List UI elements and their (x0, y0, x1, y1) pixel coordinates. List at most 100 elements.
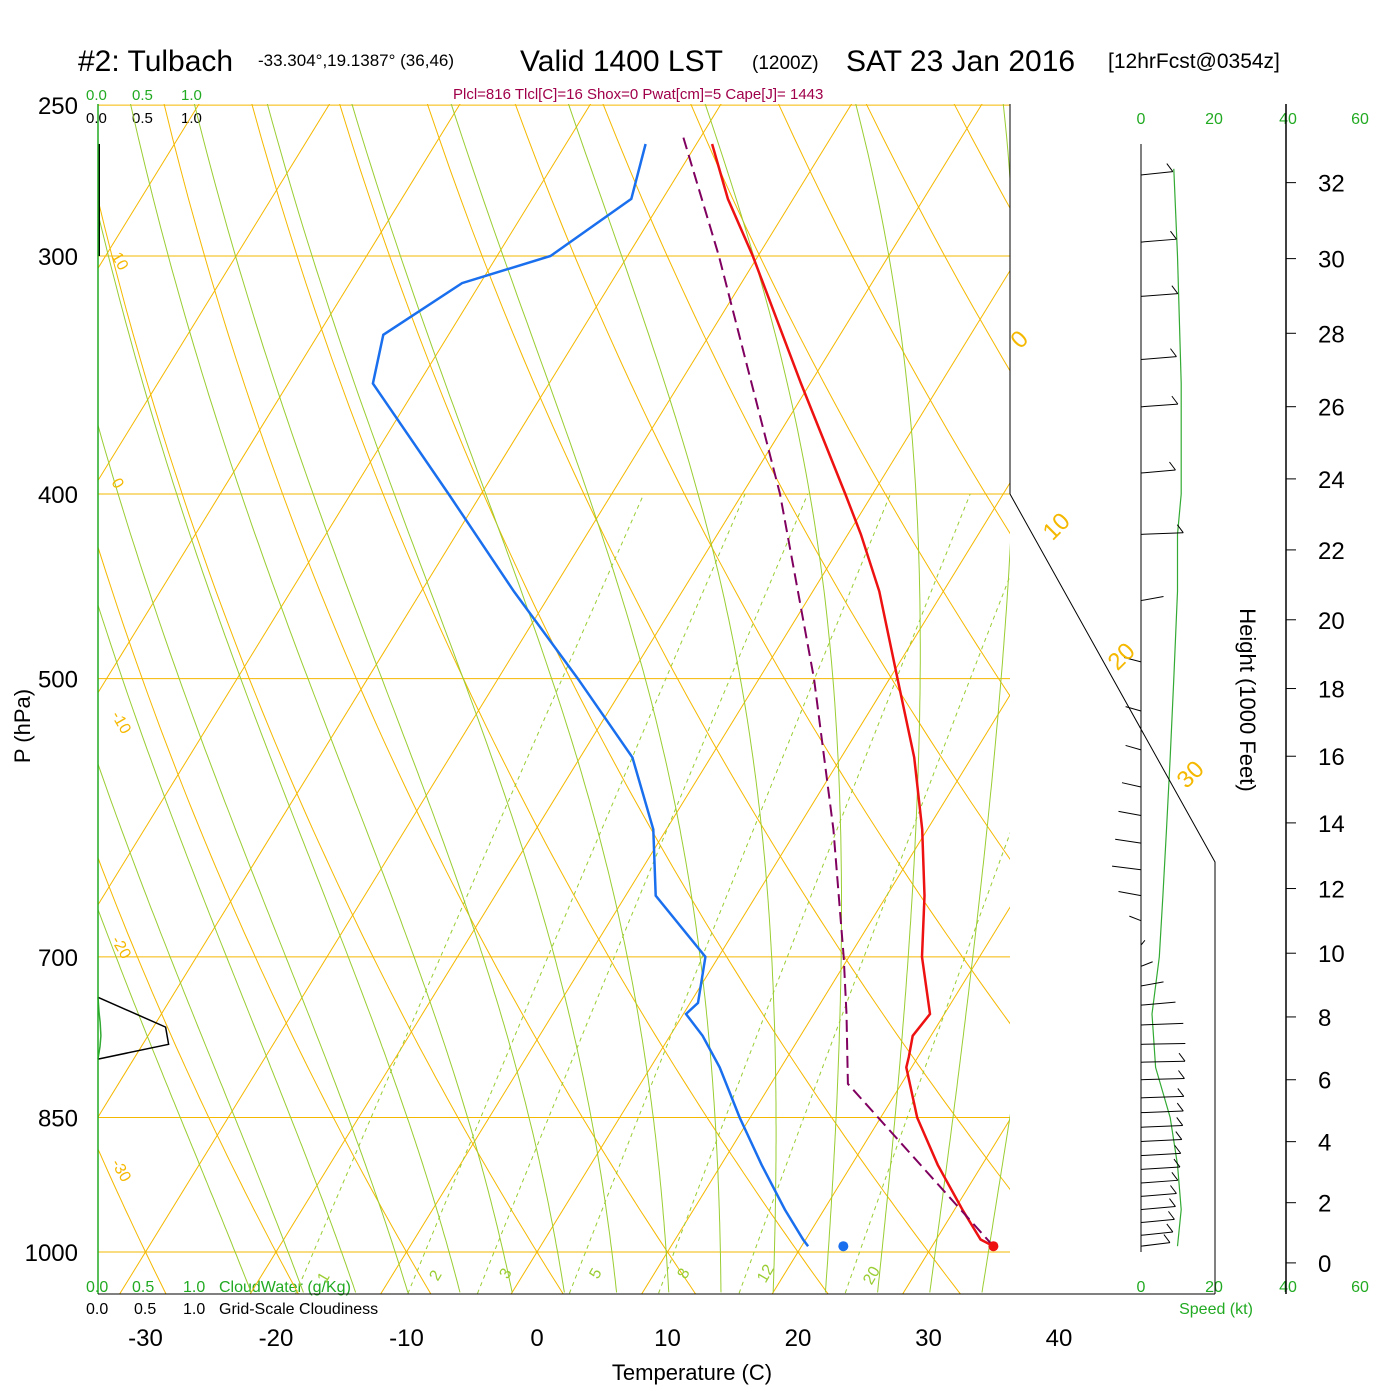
dry-adiabat (98, 856, 299, 1294)
wind-barb-shaft (1124, 657, 1142, 663)
isotherm (510, 481, 1010, 1294)
wind-barb (1140, 1088, 1185, 1099)
skew-boundary (1009, 493, 1216, 1294)
speed-scale-top-0: 0 (1137, 111, 1146, 128)
wind-barb-shaft (1140, 356, 1177, 361)
wind-barb-flag (1177, 1088, 1185, 1097)
height-tick-label: 2 (1318, 1191, 1331, 1218)
y-axis-title: P (hPa) (10, 689, 35, 763)
dry-adiabat (163, 104, 697, 1294)
wind-barb-shaft (1115, 838, 1142, 844)
x-axis-title: Temperature (C) (612, 1360, 772, 1385)
wind-barb-shaft (1140, 1001, 1176, 1006)
y2-axis-title: Height (1000 Feet) (1235, 608, 1260, 791)
wind-barb-shaft (1140, 1060, 1186, 1063)
wind-barb (1140, 1131, 1183, 1143)
wind-barb (1125, 744, 1142, 751)
cloud-scale-top-black-2: 1.0 (181, 110, 202, 127)
dry-adiabat (98, 1147, 167, 1294)
pressure-tick-label: 400 (38, 482, 78, 509)
isotherm (771, 906, 1010, 1294)
wind-barb (1140, 1070, 1185, 1081)
wind-barb-shaft (1125, 744, 1142, 751)
moist-adiabat (704, 104, 842, 1293)
dry-adiabat (602, 104, 1010, 860)
mixing-ratio-label: 20 (860, 1264, 884, 1288)
wind-barb-shaft (1125, 706, 1142, 712)
station-title: #2: Tulbach (78, 45, 233, 78)
data-layer (97, 137, 1186, 1252)
mixing-ratio-label: 12 (754, 1262, 778, 1286)
wind-barb-flag (1174, 1145, 1182, 1154)
wind-barb-shaft (1140, 293, 1178, 297)
isotherm (249, 104, 983, 1294)
wind-barb-flag (1176, 524, 1184, 534)
height-tick-label: 14 (1318, 811, 1345, 838)
wind-barb (1118, 891, 1142, 897)
wind-barb-shaft (1140, 1124, 1183, 1128)
temperature-tick-label: -30 (128, 1325, 163, 1352)
wind-barb-flag (1176, 1117, 1184, 1126)
height-tick-label: 24 (1318, 467, 1345, 494)
wind-barb-shaft (1140, 1192, 1177, 1197)
temperature-tick-label: 40 (1046, 1325, 1073, 1352)
height-tick-label: 12 (1318, 877, 1345, 904)
cloudiness-label: Grid-Scale Cloudiness (219, 1301, 378, 1318)
moist-adiabat (98, 603, 357, 1293)
dry-adiabat-label: 10 (108, 250, 132, 274)
wind-barb-flag (1170, 230, 1177, 240)
wind-barb-flag (1171, 395, 1179, 405)
mixing-ratio-line (657, 493, 971, 1294)
mixing-ratio-line (738, 574, 1010, 1294)
wind-barb-flag (1176, 1102, 1184, 1112)
wind-barb-flag (1166, 1223, 1174, 1233)
wind-barb-shaft (1140, 1206, 1176, 1211)
wind-barb-shaft (1140, 469, 1176, 474)
wind-barb-shaft (1140, 1095, 1184, 1099)
wind-barb (1115, 838, 1142, 844)
isotherm (119, 104, 853, 1294)
wind-barb (1140, 1198, 1176, 1211)
height-tick-label: 8 (1318, 1005, 1331, 1032)
wind-barb-flag (1178, 1052, 1186, 1062)
height-tick-label: 22 (1318, 538, 1345, 565)
wind-barb (1140, 524, 1184, 535)
speed-scale-bottom-3: 60 (1351, 1279, 1369, 1296)
wind-barb-flag (1178, 1070, 1185, 1079)
wind-barb-shaft (1140, 940, 1146, 946)
wind-barb-shaft (1118, 810, 1142, 817)
height-tick-label: 30 (1318, 247, 1345, 274)
forecast-info: [12hrFcst@0354z] (1108, 50, 1280, 73)
mixing-ratio-line (407, 493, 746, 1294)
wind-barb-shaft (1140, 981, 1164, 987)
wind-barb (1140, 348, 1177, 361)
valid-time: Valid 1400 LST (520, 45, 723, 78)
series-dew-point (371, 143, 810, 1247)
moist-adiabat (98, 762, 304, 1293)
wind-barb-shaft (1140, 403, 1178, 408)
wind-barb (1140, 1117, 1184, 1128)
height-tick-label: 16 (1318, 744, 1345, 771)
isotherm (641, 694, 1010, 1294)
mixing-ratio-line (568, 493, 891, 1294)
pressure-tick-label: 500 (38, 667, 78, 694)
wind-barb (1140, 595, 1164, 602)
surface-temperature-dot (988, 1241, 999, 1252)
wind-barb-shaft (1140, 1139, 1182, 1143)
speed-label: Speed (kt) (1179, 1301, 1253, 1318)
wind-barb-flag (1170, 348, 1177, 357)
valid-date: SAT 23 Jan 2016 (846, 45, 1075, 78)
cloud-scale-bottom-green-1: 0.5 (132, 1279, 154, 1296)
isotherm (98, 104, 722, 1118)
wind-barb (1140, 1102, 1184, 1114)
height-tick-label: 0 (1318, 1251, 1331, 1278)
wind-barb (1124, 657, 1142, 663)
speed-scale-bottom-0: 0 (1137, 1279, 1146, 1296)
moist-adiabat (98, 423, 409, 1293)
wind-barb-flag (1166, 163, 1174, 172)
moist-adiabat (450, 104, 722, 1293)
speed-scale-top-3: 60 (1351, 111, 1369, 128)
wind-barb-flag (1169, 461, 1176, 471)
cloud-scale-top-green-0: 0.0 (86, 87, 107, 104)
wind-barb (1140, 1001, 1176, 1006)
